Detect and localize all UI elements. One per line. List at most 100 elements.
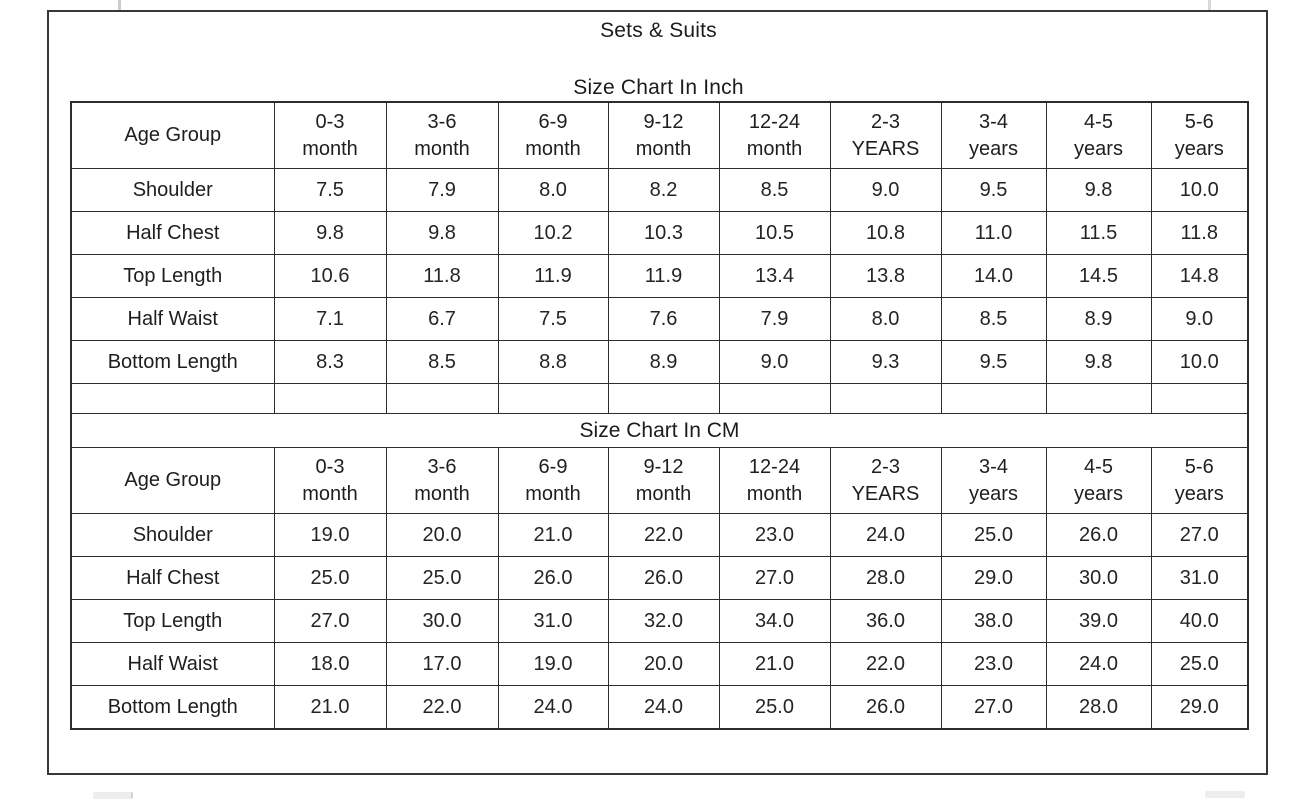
measurement-value: 13.4: [718, 254, 831, 298]
measurement-row-cm: Shoulder 19.0 20.0 21.0 22.0 23.0 24.0 25.0 26.0…: [70, 513, 1249, 557]
measurement-value: 31.0: [1150, 556, 1249, 600]
measurement-row-inch: Top Length 10.6 11.8 11.9 11.9 13.4 13.8 14.0 14…: [70, 254, 1249, 298]
age-group-header-row: Age Group 0-3 month 3-6 month 6-9 month 9-12 mon…: [70, 447, 1249, 514]
measurement-row-cm: Top Length 27.0 30.0 31.0 32.0 34.0 36.0 38.0 39…: [70, 599, 1249, 643]
measurement-value: 7.1: [273, 297, 387, 341]
spacer-cell: [1045, 383, 1152, 414]
age-group-column-header-cm-5: 2-3 YEARS: [829, 447, 942, 514]
bottom-edge-artifact-left: [93, 792, 133, 799]
measurement-value: 7.9: [718, 297, 831, 341]
measurement-value: 39.0: [1045, 599, 1152, 643]
measurement-label: Shoulder: [70, 168, 275, 212]
measurement-value: 40.0: [1150, 599, 1249, 643]
measurement-value: 22.0: [829, 642, 942, 686]
measurement-value: 11.9: [497, 254, 609, 298]
measurement-value: 14.5: [1045, 254, 1152, 298]
measurement-value: 7.9: [385, 168, 499, 212]
measurement-value: 24.0: [1045, 642, 1152, 686]
measurement-value: 27.0: [1150, 513, 1249, 557]
measurement-value: 25.0: [1150, 642, 1249, 686]
measurement-value: 26.0: [829, 685, 942, 730]
measurement-value: 17.0: [385, 642, 499, 686]
top-edge-artifact-right: [1208, 0, 1211, 10]
measurement-value: 9.5: [940, 340, 1047, 384]
measurement-value: 8.9: [607, 340, 720, 384]
measurement-value: 26.0: [497, 556, 609, 600]
measurement-value: 19.0: [497, 642, 609, 686]
measurement-row-cm: Bottom Length 21.0 22.0 24.0 24.0 25.0 26.0 27.…: [70, 685, 1249, 730]
measurement-value: 7.5: [497, 297, 609, 341]
measurement-value: 11.8: [1150, 211, 1249, 255]
measurement-value: 19.0: [273, 513, 387, 557]
measurement-value: 21.0: [718, 642, 831, 686]
measurement-value: 9.3: [829, 340, 942, 384]
measurement-value: 30.0: [385, 599, 499, 643]
measurement-value: 29.0: [1150, 685, 1249, 730]
age-group-column-header-inch-8: 5-6 years: [1150, 101, 1249, 169]
measurement-value: 25.0: [385, 556, 499, 600]
measurement-value: 11.9: [607, 254, 720, 298]
measurement-label: Half Waist: [70, 297, 275, 341]
measurement-value: 10.6: [273, 254, 387, 298]
size-chart-table: Age Group 0-3 month 3-6 month 6-9 month 9-12 mon…: [70, 101, 1249, 730]
measurement-value: 11.0: [940, 211, 1047, 255]
measurement-label: Shoulder: [70, 513, 275, 557]
measurement-value: 22.0: [385, 685, 499, 730]
measurement-value: 23.0: [718, 513, 831, 557]
measurement-row-inch: Half Waist 7.1 6.7 7.5 7.6 7.9 8.0 8.5 8.9 9.0: [70, 297, 1249, 341]
age-group-column-header-cm-1: 3-6 month: [385, 447, 499, 514]
age-group-corner-label: Age Group: [70, 447, 275, 514]
spacer-cell: [1150, 383, 1249, 414]
measurement-value: 25.0: [718, 685, 831, 730]
age-group-column-header-cm-8: 5-6 years: [1150, 447, 1249, 514]
measurement-value: 26.0: [607, 556, 720, 600]
measurement-value: 22.0: [607, 513, 720, 557]
measurement-value: 32.0: [607, 599, 720, 643]
cm-section-heading: Size Chart In CM: [70, 413, 1249, 448]
measurement-value: 25.0: [940, 513, 1047, 557]
measurement-row-cm: Half Waist 18.0 17.0 19.0 20.0 21.0 22.0 23.0 24…: [70, 642, 1249, 686]
age-group-column-header-inch-5: 2-3 YEARS: [829, 101, 942, 169]
age-group-column-header-cm-7: 4-5 years: [1045, 447, 1152, 514]
measurement-value: 10.0: [1150, 340, 1249, 384]
measurement-value: 14.0: [940, 254, 1047, 298]
measurement-value: 9.8: [1045, 168, 1152, 212]
measurement-value: 28.0: [829, 556, 942, 600]
spacer-cell: [607, 383, 720, 414]
measurement-value: 9.5: [940, 168, 1047, 212]
age-group-column-header-cm-3: 9-12 month: [607, 447, 720, 514]
measurement-value: 9.8: [385, 211, 499, 255]
cm-section-heading-row: Size Chart In CM: [70, 413, 1249, 448]
measurement-value: 20.0: [607, 642, 720, 686]
age-group-column-header-inch-3: 9-12 month: [607, 101, 720, 169]
measurement-value: 25.0: [273, 556, 387, 600]
measurement-value: 36.0: [829, 599, 942, 643]
spacer-cell: [273, 383, 387, 414]
measurement-value: 24.0: [829, 513, 942, 557]
measurement-value: 10.8: [829, 211, 942, 255]
measurement-value: 11.8: [385, 254, 499, 298]
measurement-value: 9.0: [718, 340, 831, 384]
age-group-corner-label: Age Group: [70, 101, 275, 169]
age-group-column-header-inch-0: 0-3 month: [273, 101, 387, 169]
measurement-value: 9.8: [1045, 340, 1152, 384]
measurement-value: 8.8: [497, 340, 609, 384]
age-group-column-header-inch-2: 6-9 month: [497, 101, 609, 169]
measurement-value: 8.2: [607, 168, 720, 212]
measurement-label: Half Waist: [70, 642, 275, 686]
measurement-value: 27.0: [273, 599, 387, 643]
measurement-value: 8.0: [829, 297, 942, 341]
measurement-value: 14.8: [1150, 254, 1249, 298]
measurement-value: 8.3: [273, 340, 387, 384]
measurement-value: 8.5: [718, 168, 831, 212]
measurement-row-inch: Half Chest 9.8 9.8 10.2 10.3 10.5 10.8 11.0 11.5…: [70, 211, 1249, 255]
measurement-value: 6.7: [385, 297, 499, 341]
measurement-value: 10.0: [1150, 168, 1249, 212]
measurement-value: 27.0: [718, 556, 831, 600]
measurement-value: 10.2: [497, 211, 609, 255]
measurement-row-inch: Bottom Length 8.3 8.5 8.8 8.9 9.0 9.3 9.5 9.8 10.…: [70, 340, 1249, 384]
measurement-value: 30.0: [1045, 556, 1152, 600]
spacer-cell: [940, 383, 1047, 414]
age-group-column-header-cm-2: 6-9 month: [497, 447, 609, 514]
